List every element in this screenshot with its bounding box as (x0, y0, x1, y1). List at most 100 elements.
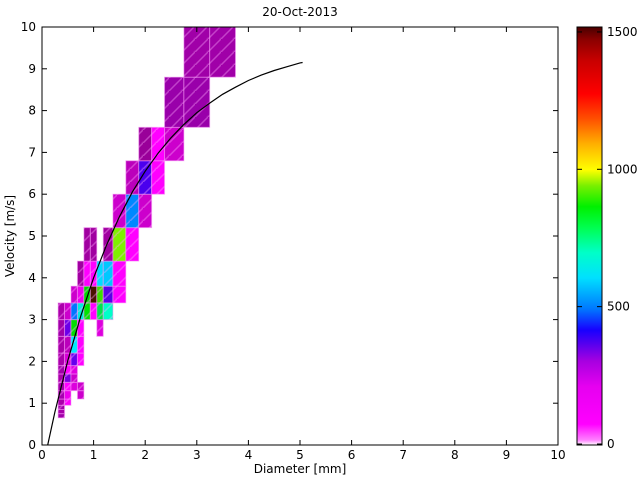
heatmap-cell-sheen (64, 399, 71, 406)
x-tick-label: 5 (296, 448, 304, 462)
heatmap-cell-sheen (77, 319, 84, 337)
heatmap-cell-sheen (112, 227, 126, 262)
heatmap-cell-sheen (70, 373, 78, 383)
y-tick-label: 6 (28, 187, 36, 201)
heatmap-cell-sheen (70, 365, 78, 374)
heatmap-cell-sheen (90, 302, 97, 320)
x-tick-label: 0 (38, 448, 46, 462)
x-tick-label: 1 (90, 448, 98, 462)
heatmap-cell-sheen (64, 319, 71, 337)
heatmap-cell-sheen (70, 382, 78, 391)
heatmap-cell-sheen (64, 390, 71, 400)
heatmap-cell-sheen (96, 319, 104, 337)
heatmap-cell-sheen (183, 77, 210, 128)
heatmap-cell-sheen (70, 286, 78, 303)
heatmap-cell-sheen (83, 261, 91, 287)
heatmap-cell-sheen (83, 286, 91, 303)
heatmap-cell-sheen (58, 373, 65, 383)
y-tick-label: 2 (28, 354, 36, 368)
heatmap-cell-sheen (103, 302, 113, 320)
heatmap-cell-sheen (96, 261, 104, 287)
heatmap-cell-sheen (58, 399, 65, 406)
heatmap-cell-sheen (183, 27, 210, 78)
heatmap-cell-sheen (151, 127, 165, 161)
heatmap-cell-sheen (138, 160, 152, 195)
heatmap-cell-sheen (96, 302, 104, 320)
heatmap-cell-sheen (209, 27, 236, 78)
axes-layer: 0 1 2 3 4 5 6 7 8 9 10 0 1 2 3 4 5 6 7 8 9 10 (21, 20, 566, 462)
colorbar: 0 500 1000 1500 (576, 25, 638, 451)
colorbar-tick-label: 1000 (607, 162, 638, 176)
heatmap-cell-sheen (112, 194, 126, 228)
heatmap-cell-sheen (138, 127, 152, 161)
y-tick-label: 5 (28, 229, 36, 243)
x-tick-label: 10 (550, 448, 565, 462)
heatmap-cell-sheen (103, 227, 113, 262)
heatmap-cell-sheen (77, 261, 84, 287)
y-tick-label: 4 (28, 271, 36, 285)
x-tick-label: 8 (451, 448, 459, 462)
heatmap-cell-sheen (90, 286, 97, 303)
y-tick-label: 10 (21, 20, 36, 34)
heatmap-cell-sheen (70, 302, 78, 320)
heatmap-cells (57, 27, 236, 419)
heatmap-cell-sheen (58, 413, 65, 418)
y-axis-label: Velocity [m/s] (3, 195, 17, 277)
heatmap-cell-sheen (164, 127, 184, 161)
heatmap-cell-sheen (58, 353, 65, 366)
heatmap-cell-sheen (103, 286, 113, 303)
heatmap-cell-sheen (138, 194, 152, 228)
heatmap-cell-sheen (77, 390, 84, 400)
heatmap-cell-sheen (151, 160, 165, 195)
heatmap-cell-sheen (58, 390, 65, 400)
heatmap-cell-sheen (58, 319, 65, 337)
x-tick-label: 4 (245, 448, 253, 462)
heatmap-cell-sheen (96, 286, 104, 303)
y-tick-label: 8 (28, 104, 36, 118)
y-tick-label: 7 (28, 145, 36, 159)
heatmap-cell-sheen (64, 302, 71, 320)
heatmap-cell-sheen (77, 302, 84, 320)
y-tick-label: 3 (28, 313, 36, 327)
colorbar-gradient (576, 26, 603, 446)
terminal-velocity-curve (47, 61, 303, 445)
x-tick-label: 3 (193, 448, 201, 462)
heatmap-cell-sheen (77, 286, 84, 303)
heatmap-cell-sheen (77, 382, 84, 391)
y-tick-label: 0 (28, 438, 36, 452)
heatmap-cell-sheen (70, 319, 78, 337)
curve-layer (47, 61, 303, 445)
heatmap-cell-sheen (90, 261, 97, 287)
heatmap-cell-sheen (77, 353, 84, 366)
heatmap-cell-sheen (125, 227, 139, 262)
heatmap-cell-sheen (70, 353, 78, 366)
heatmap-cell-sheen (70, 336, 78, 354)
heatmap-cell-sheen (77, 336, 84, 354)
heatmap-cell-sheen (58, 365, 65, 374)
heatmap-cell-sheen (58, 336, 65, 354)
heatmap-cell-sheen (125, 194, 139, 228)
heatmap-cell-sheen (103, 261, 113, 287)
colorbar-tick-label: 0 (607, 437, 615, 451)
heatmap-cell-sheen (64, 365, 71, 374)
x-axis-label: Diameter [mm] (254, 462, 347, 476)
heatmap-cell-sheen (64, 336, 71, 354)
heatmap-cell-sheen (112, 286, 126, 303)
heatmap-cell-sheen (58, 409, 65, 414)
heatmap-cell-sheen (164, 77, 184, 128)
heatmap-cell-sheen (58, 302, 65, 320)
heatmap-cell-sheen (90, 227, 97, 262)
y-tick-label: 9 (28, 62, 36, 76)
heatmap-cell-sheen (83, 302, 91, 320)
heatmap-cell-sheen (58, 405, 65, 410)
colorbar-tick-label: 500 (607, 300, 630, 314)
x-tick-label: 2 (141, 448, 149, 462)
chart-title: 20-Oct-2013 (262, 5, 338, 19)
heatmap-cell-sheen (83, 227, 91, 262)
x-tick-label: 7 (399, 448, 407, 462)
colorbar-tick-label: 1500 (607, 25, 638, 39)
heatmap-cell-sheen (64, 373, 71, 383)
heatmap-cell-sheen (125, 160, 139, 195)
